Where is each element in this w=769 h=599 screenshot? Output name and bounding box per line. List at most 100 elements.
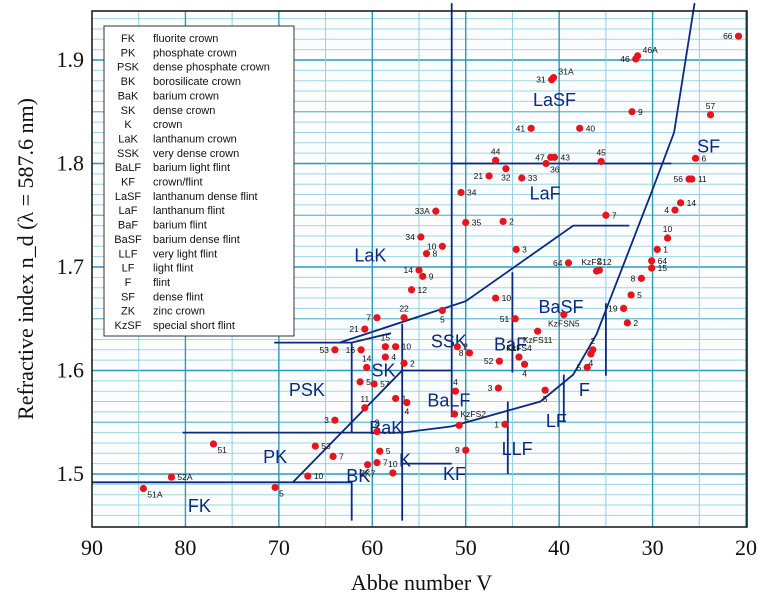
glass-point-40 [576, 124, 584, 132]
glass-point-2 [499, 217, 507, 226]
glass-point-label: 10 [502, 293, 512, 303]
glass-point-label: 9 [638, 107, 643, 117]
legend-description: dense phosphate crown [153, 62, 270, 74]
glass-point-3 [331, 416, 339, 424]
glass-point-label: 2 [590, 336, 595, 346]
glass-point-label: ZK7 [360, 469, 376, 479]
region-label-psk: PSK [289, 380, 325, 400]
y-tick-label: 1.7 [57, 254, 85, 279]
region-label-f: F [579, 380, 590, 400]
glass-point-41 [527, 124, 535, 132]
glass-point-label: 6 [702, 153, 707, 163]
glass-point-5 [271, 483, 279, 492]
glass-point-16 [357, 346, 365, 354]
legend-description: phosphate crown [153, 47, 237, 59]
glass-point-label: 21 [349, 324, 359, 334]
glass-point-label: 3 [488, 383, 493, 393]
glass-point-66 [734, 32, 743, 40]
glass-point-9 [628, 108, 636, 116]
glass-point-label: 15 [381, 333, 391, 343]
glass-point-64 [564, 259, 573, 267]
glass-point-label: 40 [586, 123, 596, 133]
x-tick-label: 80 [174, 535, 196, 560]
glass-point-label: 1 [402, 393, 407, 403]
glass-point-label: 8 [459, 348, 464, 358]
legend-description: special short flint [153, 320, 235, 332]
region-label-lasf: LaSF [533, 90, 576, 110]
region-label-fk: FK [188, 496, 211, 516]
glass-point-10 [492, 294, 500, 302]
legend-code: KF [121, 177, 135, 189]
glass-point-label: 5 [464, 414, 469, 424]
legend-description: barium light flint [153, 162, 230, 174]
glass-point-21 [361, 325, 369, 333]
legend-description: barium crown [153, 90, 219, 102]
glass-point-label: 5 [576, 362, 581, 372]
glass-point-5 [438, 306, 446, 315]
legend-description: light flint [153, 263, 193, 275]
glass-point-51 [209, 440, 218, 448]
glass-point-52 [495, 357, 503, 365]
glass-point-label: 7 [366, 313, 371, 323]
legend-description: lanthanum flint [153, 205, 225, 217]
glass-point-10 [304, 472, 312, 480]
glass-point-4 [403, 398, 411, 407]
glass-point-kzfs4 [515, 353, 523, 361]
glass-point-label: 2 [463, 342, 468, 352]
glass-point-2 [453, 343, 461, 351]
legend-code: SSK [117, 148, 140, 160]
glass-point-1 [653, 245, 661, 254]
glass-point-14 [415, 266, 423, 274]
x-tick-label: 60 [361, 535, 383, 560]
glass-point-label: 10 [402, 342, 412, 352]
glass-point-label: 53 [319, 345, 329, 355]
legend-description: barium dense flint [153, 234, 240, 246]
legend-code: K [124, 119, 132, 131]
region-label-sf: SF [697, 137, 720, 157]
glass-point-32 [502, 165, 510, 173]
legend-description: very dense crown [153, 148, 239, 160]
legend-code: PK [121, 47, 136, 59]
glass-point-2 [623, 319, 631, 327]
glass-point-5 [356, 378, 364, 386]
glass-point-2 [373, 427, 381, 436]
glass-point-19 [620, 304, 628, 312]
glass-point-5 [583, 363, 591, 371]
glass-point-label: 4 [589, 358, 594, 368]
boundary-PSK-SK [351, 332, 392, 344]
legend-description: lanthanum dense flint [153, 191, 258, 203]
glass-point-label: 34 [467, 187, 477, 197]
legend-description: dense crown [153, 105, 215, 117]
glass-point-4 [381, 353, 389, 361]
glass-point-52a [167, 473, 176, 481]
glass-point-44 [492, 156, 500, 164]
glass-point-label: 64 [658, 256, 668, 266]
region-label-bk: BK [346, 466, 370, 486]
glass-point-label: 22 [399, 304, 409, 314]
glass-point-10 [438, 242, 446, 250]
glass-point-label: 32 [501, 173, 511, 183]
glass-point-label: 8 [631, 273, 636, 283]
legend-code: KzSF [115, 320, 142, 332]
glass-point-label: 5 [543, 394, 548, 404]
region-label-k: K [399, 450, 411, 470]
glass-point-label: 5 [637, 290, 642, 300]
glass-point-label: 34 [405, 232, 415, 242]
region-label-lf: LF [546, 411, 567, 431]
glass-point-label: 46A [643, 45, 658, 55]
glass-point-label: 47 [535, 152, 545, 162]
glass-point-22 [400, 314, 408, 322]
glass-point-53 [311, 442, 319, 450]
glass-point-label: 8 [432, 249, 437, 259]
glass-point-label: 52A [177, 472, 192, 482]
glass-point-2 [400, 359, 408, 367]
glass-point-14 [363, 363, 371, 371]
glass-point-15 [648, 264, 656, 272]
x-tick-label: 30 [642, 535, 664, 560]
legend-description: zinc crown [153, 306, 205, 318]
boundary-FK-top [92, 481, 353, 521]
glass-point-label: 11 [360, 394, 369, 404]
glass-point-51 [511, 315, 519, 323]
